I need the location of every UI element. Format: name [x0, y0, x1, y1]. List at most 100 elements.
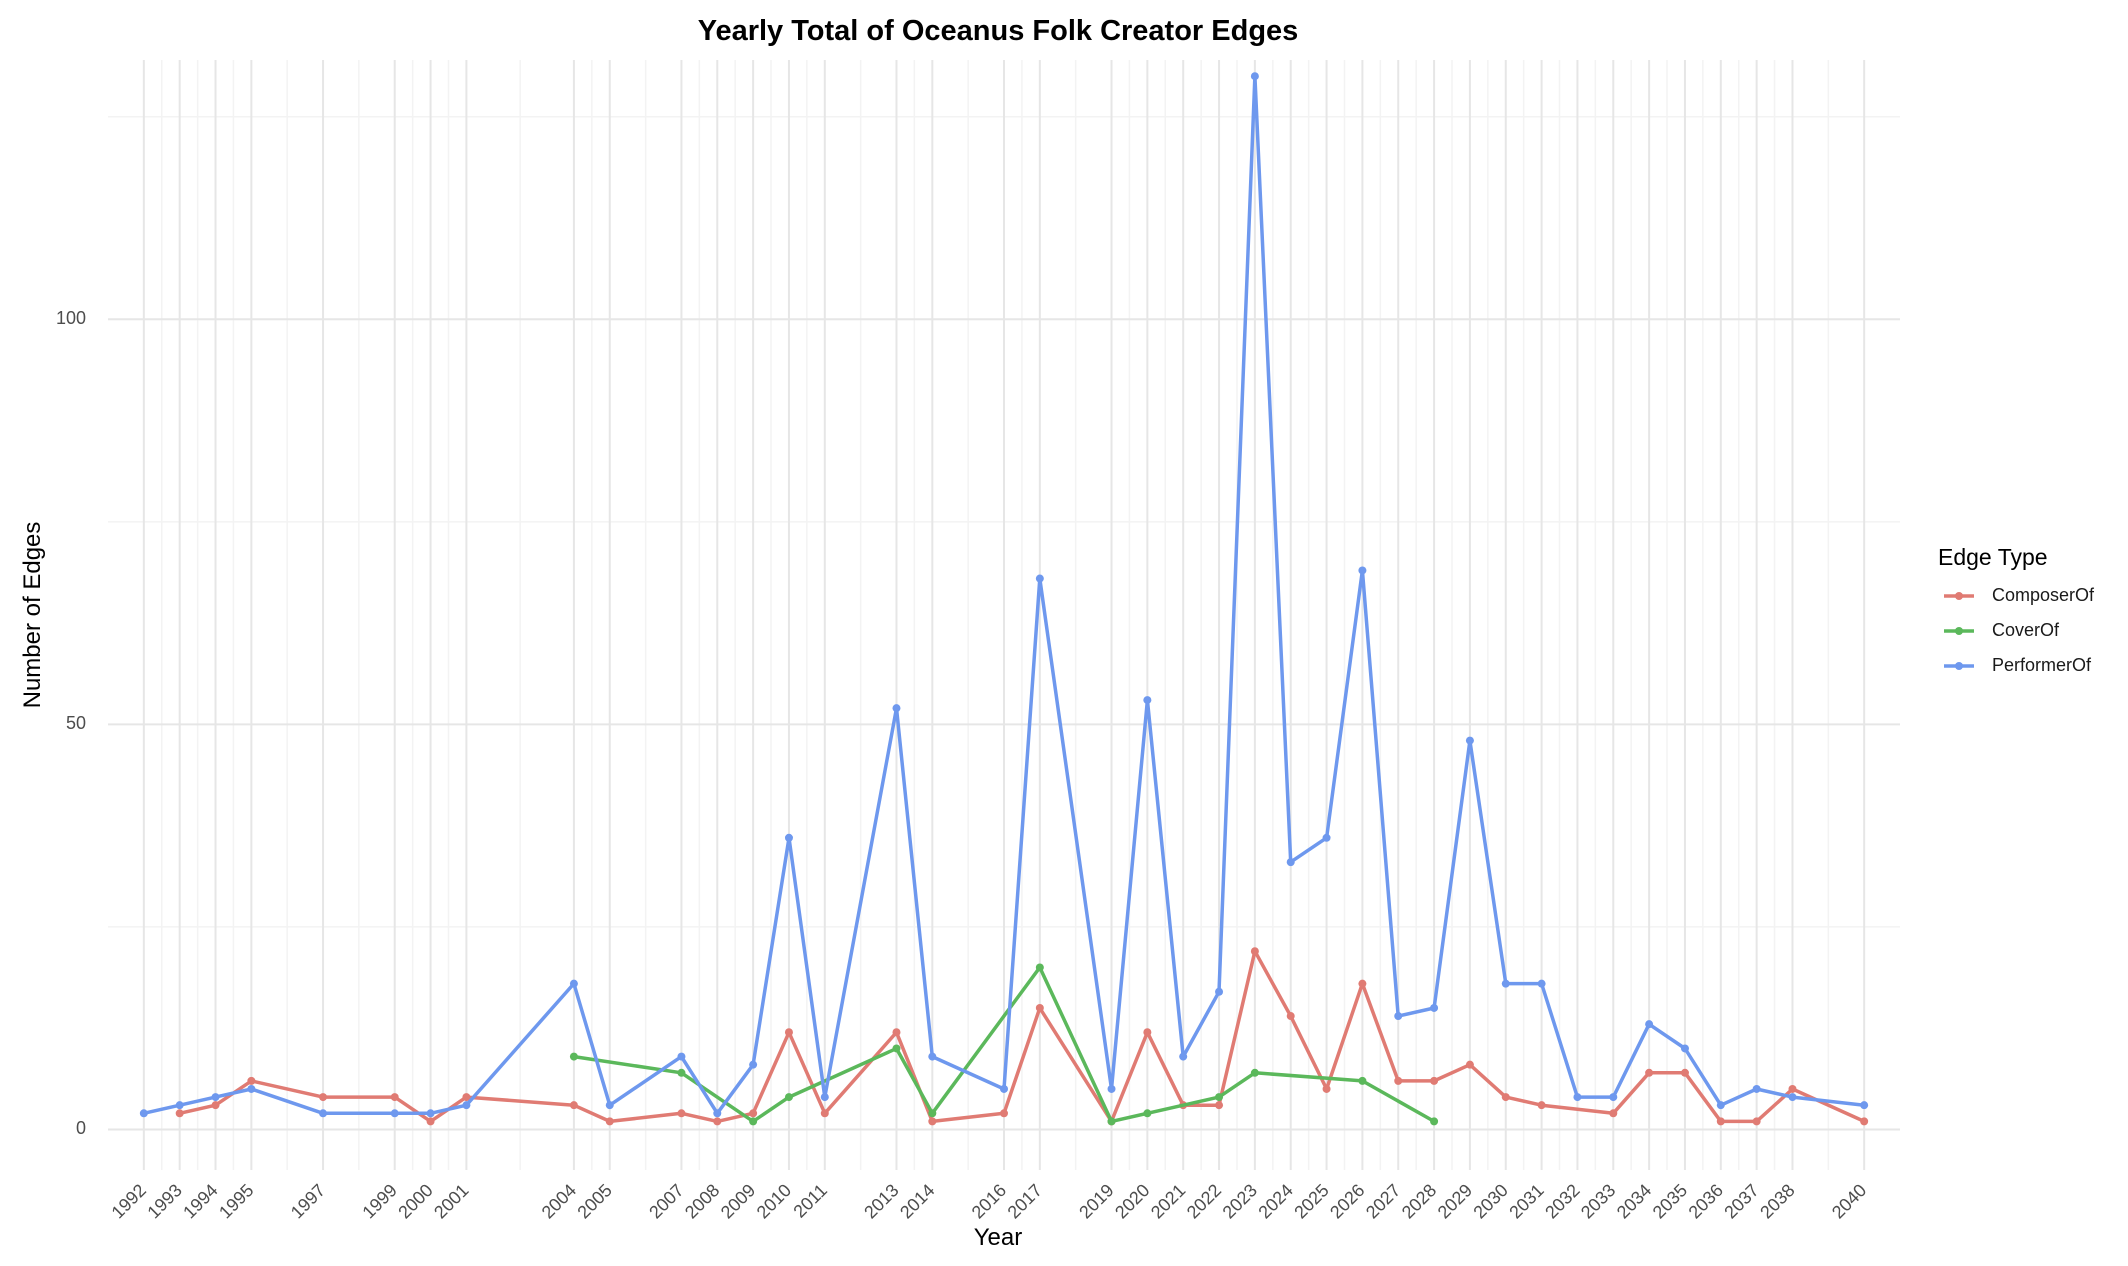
data-point-performerof [1573, 1093, 1582, 1102]
legend-label: CoverOf [1992, 620, 2060, 640]
legend-swatch-point [1955, 592, 1963, 600]
data-point-performerof [605, 1101, 614, 1110]
data-point-coverof [784, 1093, 793, 1102]
y-tick-label: 100 [56, 308, 86, 328]
data-point-performerof [749, 1060, 758, 1069]
data-point-performerof [1680, 1044, 1689, 1053]
data-point-performerof [462, 1101, 471, 1110]
chart-title: Yearly Total of Oceanus Folk Creator Edg… [698, 15, 1299, 47]
data-point-performerof [390, 1109, 399, 1118]
data-point-coverof [928, 1109, 937, 1118]
legend-label: ComposerOf [1992, 585, 2095, 605]
minor-gridlines [108, 60, 1900, 1170]
data-point-coverof [1143, 1109, 1152, 1118]
x-axis-title: Year [974, 1224, 1023, 1251]
data-point-performerof [1107, 1084, 1116, 1093]
major-gridlines [108, 60, 1900, 1170]
data-point-composerof [1609, 1109, 1618, 1118]
data-point-performerof [1788, 1093, 1797, 1102]
data-point-performerof [1860, 1101, 1869, 1110]
legend-swatch-point [1955, 662, 1963, 670]
data-point-coverof [569, 1052, 578, 1061]
data-point-performerof [928, 1052, 937, 1061]
data-point-coverof [1250, 1068, 1259, 1077]
y-axis-title: Number of Edges [19, 522, 46, 709]
data-point-coverof [677, 1068, 686, 1077]
data-point-composerof [569, 1101, 578, 1110]
data-point-coverof [1215, 1093, 1224, 1102]
data-point-performerof [1716, 1101, 1725, 1110]
data-point-performerof [1752, 1084, 1761, 1093]
data-point-composerof [1215, 1101, 1224, 1110]
data-point-performerof [1215, 987, 1224, 996]
data-point-composerof [1394, 1076, 1403, 1085]
data-point-performerof [1609, 1093, 1618, 1102]
data-point-composerof [677, 1109, 686, 1118]
data-point-performerof [1035, 574, 1044, 583]
data-point-composerof [247, 1076, 256, 1085]
data-point-composerof [1322, 1084, 1331, 1093]
series-layer [139, 72, 1869, 1126]
data-point-composerof [462, 1093, 471, 1102]
data-point-composerof [1143, 1028, 1152, 1037]
data-point-composerof [1358, 979, 1367, 988]
data-point-composerof [1680, 1068, 1689, 1077]
legend-title: Edge Type [1938, 544, 2048, 570]
data-point-performerof [1322, 833, 1331, 842]
legend-label: PerformerOf [1992, 655, 2092, 675]
series-performerof [139, 72, 1869, 1118]
data-point-performerof [892, 704, 901, 713]
data-point-performerof [1000, 1084, 1008, 1093]
data-point-composerof [1501, 1093, 1510, 1102]
data-point-performerof [1394, 1012, 1403, 1021]
data-point-coverof [1430, 1117, 1439, 1126]
data-point-composerof [319, 1093, 328, 1102]
legend-item-composerof: ComposerOf [1944, 585, 2095, 605]
data-point-composerof [1286, 1012, 1295, 1021]
data-point-composerof [1752, 1117, 1761, 1126]
data-point-composerof [1430, 1076, 1439, 1085]
data-point-performerof [211, 1093, 220, 1102]
legend-items: ComposerOf CoverOf PerformerOf [1944, 585, 2095, 675]
data-point-composerof [928, 1117, 937, 1126]
data-point-composerof [820, 1109, 829, 1118]
data-point-performerof [426, 1109, 435, 1118]
data-point-coverof [749, 1117, 758, 1126]
legend-item-coverof: CoverOf [1944, 620, 2060, 640]
legend: Edge Type ComposerOf CoverOf PerformerOf [1938, 544, 2095, 675]
data-point-composerof [749, 1109, 758, 1118]
data-point-composerof [1000, 1109, 1008, 1118]
data-point-performerof [677, 1052, 686, 1061]
data-point-performerof [247, 1084, 256, 1093]
series-coverof [569, 963, 1439, 1126]
data-point-composerof [390, 1093, 399, 1102]
data-point-coverof [1107, 1117, 1116, 1126]
data-point-composerof [1645, 1068, 1654, 1077]
data-point-composerof [211, 1101, 220, 1110]
data-point-performerof [1286, 858, 1295, 867]
data-point-composerof [1716, 1117, 1725, 1126]
series-line-composerof [177, 949, 1866, 1124]
series-line-performerof [142, 74, 1866, 1116]
data-point-performerof [1358, 566, 1367, 575]
data-point-composerof [175, 1109, 184, 1118]
data-point-performerof [784, 833, 793, 842]
y-tick-label: 0 [76, 1118, 86, 1138]
data-point-performerof [1250, 72, 1259, 81]
data-point-performerof [1537, 979, 1546, 988]
data-point-composerof [1860, 1117, 1869, 1126]
data-point-performerof [1179, 1052, 1188, 1061]
legend-swatch-point [1955, 627, 1963, 635]
y-tick-label: 50 [66, 713, 86, 733]
data-point-composerof [1035, 1003, 1044, 1012]
data-point-composerof [1465, 1060, 1474, 1069]
data-point-performerof [1430, 1003, 1439, 1012]
data-point-composerof [1250, 947, 1259, 956]
data-point-composerof [605, 1117, 614, 1126]
data-point-performerof [713, 1109, 722, 1118]
data-point-coverof [1035, 963, 1044, 972]
data-point-composerof [1537, 1101, 1546, 1110]
data-point-performerof [1645, 1020, 1654, 1029]
